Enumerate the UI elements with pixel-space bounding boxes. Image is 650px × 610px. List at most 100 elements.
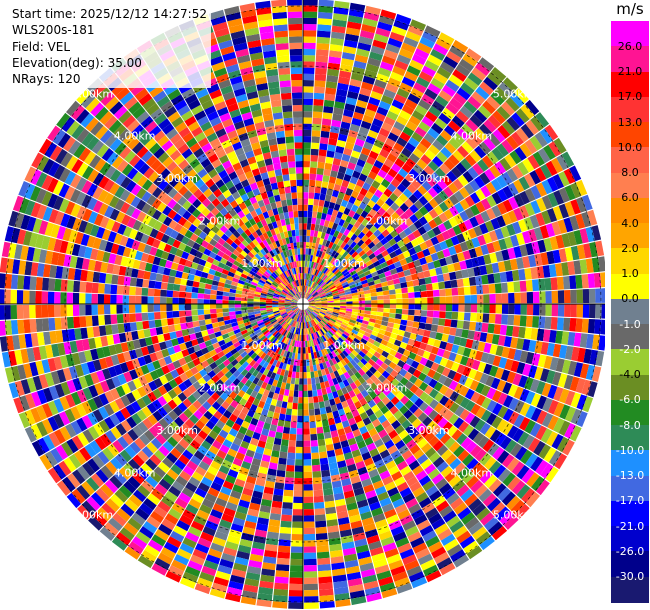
ray-gate-cell [281,508,293,516]
ray-gate-cell [303,17,317,25]
ray-gate-cell [496,419,508,433]
ray-gate-cell [228,292,236,297]
ray-gate-cell [416,348,425,357]
ray-gate-cell [319,272,325,279]
ray-gate-cell [547,399,559,415]
ray-gate-cell [412,369,422,379]
ray-gate-cell [369,225,378,234]
ray-gate-cell [455,63,471,77]
ray-gate-cell [122,304,130,314]
ray-gate-cell [477,159,489,172]
ray-gate-cell [380,178,391,188]
ray-gate-cell [401,147,413,158]
ray-gate-cell [312,292,318,297]
ray-gate-cell [306,223,312,230]
ray-gate-cell [473,331,482,341]
ray-gate-cell [276,470,286,478]
ray-gate-cell [358,273,366,279]
ray-gate-cell [110,294,117,304]
ray-gate-cell [385,275,393,282]
ray-gate-cell [42,318,50,332]
ray-gate-cell [451,115,465,128]
ray-gate-cell [362,17,378,28]
ray-gate-cell [303,36,316,43]
ray-gate-cell [421,93,435,106]
ray-gate-cell [318,445,327,453]
ray-gate-cell [365,351,374,359]
ray-gate-cell [166,297,173,304]
ray-gate-cell [333,268,340,275]
ray-gate-cell [476,285,484,295]
ray-gate-cell [122,285,130,295]
ray-gate-cell [519,417,531,431]
ray-gate-cell [303,136,312,143]
ray-gate-cell [153,304,161,312]
ray-gate-cell [474,448,487,462]
ray-gate-cell [520,304,527,315]
ray-gate-cell [475,275,483,286]
ray-gate-cell [153,288,161,297]
ray-gate-cell [427,83,442,95]
ray-gate-cell [525,453,538,468]
ray-gate-cell [447,263,455,273]
ray-gate-cell [315,237,321,244]
ray-gate-cell [424,88,438,100]
ray-gate-cell [314,284,320,291]
ray-gate-cell [397,253,406,261]
ray-gate-cell [401,336,410,344]
ray-gate-cell [185,316,193,323]
ray-gate-cell [439,61,455,74]
ray-gate-cell [411,53,427,66]
ray-gate-cell [357,315,364,320]
ray-gate-cell [343,228,351,237]
ray-gate-cell [173,317,181,325]
ray-gate-cell [174,277,182,285]
ray-gate-cell [457,345,466,356]
ray-gate-cell [555,358,565,373]
ray-gate-cell [459,210,469,222]
ray-gate-cell [418,401,429,412]
ray-gate-cell [316,211,322,219]
ray-gate-cell [396,304,403,309]
ray-gate-cell [178,291,186,298]
ray-gate-cell [308,261,312,268]
ray-gate-cell [385,83,399,94]
ray-gate-cell [350,233,358,242]
ray-gate-cell [380,362,389,371]
ray-gate-cell [445,342,454,352]
ray-gate-cell [339,295,346,299]
ray-gate-cell [187,273,195,281]
ray-gate-cell [365,63,380,73]
ray-gate-cell [413,244,423,253]
ray-gate-cell [327,300,334,303]
ray-gate-cell [122,295,129,304]
ray-gate-cell [363,344,371,352]
ray-gate-cell [314,296,321,300]
ray-gate-cell [273,488,284,496]
ray-gate-cell [410,19,426,31]
ray-gate-cell [303,0,318,6]
ray-gate-cell [361,347,369,355]
ray-gate-cell [322,482,333,490]
ray-gate-cell [314,80,326,88]
ray-gate-cell [501,422,514,436]
ray-gate-cell [303,73,315,81]
ray-gate-cell [424,276,432,285]
ray-gate-cell [284,483,294,491]
ray-gate-cell [311,290,316,296]
ray-gate-cell [341,115,353,124]
ray-gate-cell [160,304,167,312]
ray-gate-cell [193,326,201,333]
ray-gate-cell [462,453,475,467]
ray-gate-cell [559,404,571,420]
ray-gate-cell [295,371,300,379]
ray-gate-cell [459,187,470,199]
ray-gate-cell [60,304,67,317]
ray-gate-cell [386,258,394,266]
ray-gate-cell [390,220,400,230]
ray-gate-cell [530,267,539,280]
ray-gate-cell [534,341,543,354]
ray-gate-cell [391,256,400,264]
ray-gate-cell [390,202,400,212]
ray-gate-cell [356,193,365,202]
